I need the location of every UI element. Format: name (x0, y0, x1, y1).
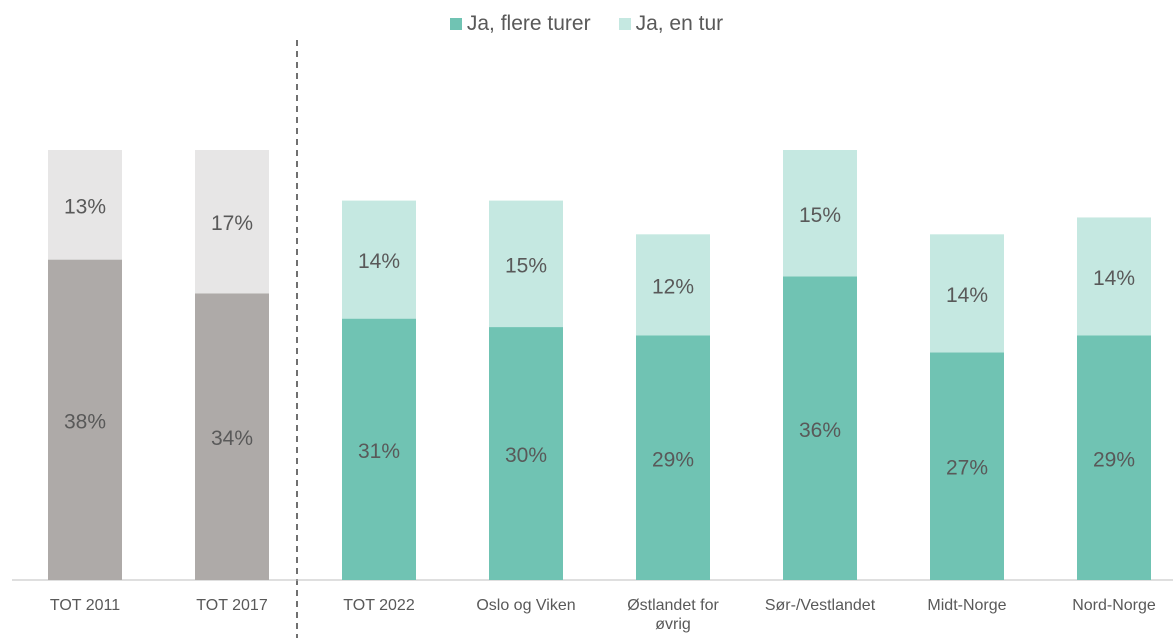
x-tick-label: Midt-Norge (927, 597, 1007, 614)
legend-swatch (449, 18, 462, 30)
legend-item: Ja, flere turer (449, 12, 591, 36)
x-tick-label: Østlandet for øvrig (627, 597, 719, 633)
data-label: 29% (652, 448, 694, 471)
data-label: 36% (799, 419, 841, 442)
x-tick-label: TOT 2022 (343, 597, 415, 614)
bar-segment (489, 327, 563, 580)
bar-segment (930, 352, 1004, 580)
bar-segment (489, 200, 563, 328)
bar-segment (195, 293, 269, 580)
data-label: 29% (1093, 448, 1135, 471)
data-label: 34% (211, 427, 253, 450)
x-tick-label: Nord-Norge (1072, 597, 1156, 614)
legend-item: Ja, en tur (618, 12, 724, 36)
legend-swatch (618, 18, 631, 30)
bar-segment (636, 234, 710, 336)
data-label: 27% (946, 457, 988, 480)
x-tick-label: Oslo og Viken (476, 597, 576, 614)
data-label: 38% (64, 410, 106, 433)
data-label: 31% (358, 440, 400, 463)
data-label: 15% (799, 204, 841, 227)
x-tick-label: Sør-/Vestlandet (764, 597, 876, 614)
data-label: 15% (505, 254, 547, 277)
bar-segment (783, 276, 857, 580)
bar-segment (783, 150, 857, 277)
bar-segment (636, 335, 710, 580)
x-tick-label: TOT 2011 (49, 597, 121, 614)
bar-segment (195, 150, 269, 294)
data-label: 14% (358, 250, 400, 273)
bar-segment (48, 259, 122, 580)
bar-segment (342, 318, 416, 580)
bar-segment (1077, 217, 1151, 336)
legend-label: Ja, flere turer (466, 12, 591, 35)
legend-label: Ja, en tur (635, 12, 724, 35)
data-label: 14% (1093, 267, 1135, 290)
legend: Ja, flere turer Ja, en tur (0, 12, 1173, 36)
data-label: 12% (652, 275, 694, 298)
bar-segment (930, 234, 1004, 353)
bar-segment (48, 150, 122, 260)
x-tick-label: TOT 2017 (196, 597, 268, 614)
bar-segment (342, 200, 416, 319)
data-label: 14% (946, 284, 988, 307)
data-label: 13% (64, 195, 106, 218)
data-label: 30% (505, 444, 547, 467)
data-label: 17% (211, 212, 253, 235)
bar-segment (1077, 335, 1151, 580)
